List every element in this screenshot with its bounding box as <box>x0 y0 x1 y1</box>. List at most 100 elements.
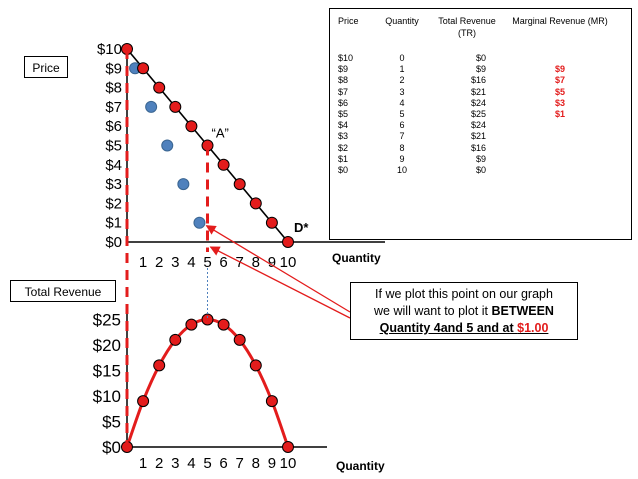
y-tick-label: $8 <box>105 80 122 97</box>
cell-marginal-revenue: $7 <box>554 75 565 86</box>
demand-label: D* <box>294 220 309 235</box>
total-revenue-value: $21 <box>470 131 486 142</box>
note-callout: If we plot this point on our graph we wi… <box>350 282 578 340</box>
total-revenue-value: $0 <box>475 53 486 63</box>
table-row: $9 1 $9 $9 <box>334 64 614 75</box>
y-tick-label: $10 <box>97 41 122 58</box>
table-row: $2 8 $16 <box>334 143 614 154</box>
total-revenue-value: $21 <box>470 86 486 97</box>
total-revenue-point <box>233 333 246 346</box>
tr-x-tick-label: 8 <box>252 455 260 472</box>
cell-price: $9 <box>338 64 349 75</box>
marginal-revenue-point <box>145 100 158 113</box>
cell-total-revenue: $0 <box>428 165 506 176</box>
table-row: $7 3 $21 $5 <box>334 87 614 98</box>
cell-total-revenue: $9 <box>428 154 506 165</box>
cell-total-revenue: $9 <box>428 64 506 75</box>
note-line-2-text: we will want to plot it <box>374 304 492 318</box>
cell-marginal-revenue: $9 <box>554 64 565 75</box>
demand-point <box>185 120 198 133</box>
revenue-table: Price Quantity Total Revenue (TR) Margin… <box>334 15 614 176</box>
tr-y-tick-label: $5 <box>102 413 121 432</box>
marginal-revenue-point <box>177 178 190 191</box>
tr-y-tick-label: $15 <box>93 362 121 381</box>
cell-marginal-revenue <box>506 120 614 131</box>
cell-total-revenue: $21 <box>428 131 506 142</box>
cell-total-revenue: $16 <box>428 75 506 86</box>
total-revenue-point <box>185 318 198 331</box>
tr-x-tick-label: 10 <box>280 455 297 472</box>
header-price: Price <box>338 16 359 26</box>
cell-quantity: 3 <box>399 86 405 97</box>
cell-total-revenue: $0 <box>428 53 506 64</box>
x-tick-label: 9 <box>268 254 276 271</box>
arrow-to-quantity-axis <box>209 246 351 319</box>
demand-point <box>137 62 150 75</box>
x-tick-label: 6 <box>219 254 227 271</box>
arrow-to-mr-point <box>205 225 351 313</box>
point-a-label: “A” <box>212 126 229 141</box>
cell-price: $10 <box>338 53 354 63</box>
cell-price: $6 <box>338 97 349 108</box>
note-between: BETWEEN <box>491 304 554 318</box>
y-tick-label: $1 <box>105 215 122 232</box>
demand-point <box>249 197 262 210</box>
total-revenue-curve <box>125 317 290 448</box>
table-row: $6 4 $24 $3 <box>334 98 614 109</box>
cell-total-revenue: $21 <box>428 87 506 98</box>
total-revenue-point <box>249 359 262 372</box>
cell-quantity: 2 <box>399 75 405 86</box>
cell-price: $2 <box>338 142 349 153</box>
cell-quantity: 7 <box>399 131 405 142</box>
total-revenue-point <box>169 333 182 346</box>
table-row: $5 5 $25 $1 <box>334 109 614 120</box>
total-revenue-point <box>217 318 230 331</box>
demand-point <box>153 81 166 94</box>
tr-y-tick-label: $10 <box>93 387 121 406</box>
y-tick-label: $3 <box>105 176 122 193</box>
total-revenue-value: $24 <box>470 120 486 131</box>
total-revenue-value: $16 <box>470 142 486 153</box>
table-row: $0 10 $0 <box>334 165 614 176</box>
cell-total-revenue: $16 <box>428 143 506 154</box>
cell-marginal-revenue <box>506 131 614 142</box>
header-marginal-revenue: Marginal Revenue (MR) <box>512 16 608 26</box>
tr-x-tick-label: 2 <box>155 455 163 472</box>
x-tick-label: 4 <box>187 254 195 271</box>
tr-x-tick-label: 6 <box>219 455 227 472</box>
table-header-row: Price Quantity Total Revenue (TR) Margin… <box>334 15 614 39</box>
y-tick-label: $9 <box>105 60 122 77</box>
cell-total-revenue: $24 <box>428 120 506 131</box>
total-revenue-point <box>265 395 278 408</box>
tr-x-tick-label: 9 <box>268 455 276 472</box>
cell-marginal-revenue <box>506 53 614 64</box>
cell-price: $0 <box>338 165 349 176</box>
tr-x-tick-label: 4 <box>187 455 195 472</box>
cell-quantity: 0 <box>399 53 405 63</box>
cell-price: $3 <box>338 131 349 142</box>
x-axis-title: Quantity <box>332 251 381 265</box>
cell-price: $8 <box>338 75 349 86</box>
cell-price: $5 <box>338 109 349 120</box>
note-price-highlight: $1.00 <box>517 321 549 335</box>
x-tick-label: 8 <box>252 254 260 271</box>
cell-marginal-revenue <box>506 154 614 165</box>
header-quantity: Quantity <box>385 16 419 26</box>
tr-x-tick-label: 1 <box>139 455 147 472</box>
total-revenue-value: $25 <box>470 109 486 120</box>
y-tick-label: $7 <box>105 99 122 116</box>
demand-point <box>169 100 182 113</box>
cell-quantity: 6 <box>399 120 405 131</box>
demand-point <box>217 158 230 171</box>
y-tick-label: $2 <box>105 195 122 212</box>
cell-quantity: 8 <box>399 142 405 153</box>
demand-point <box>282 236 294 248</box>
table-row: $4 6 $24 <box>334 120 614 131</box>
table-row: $1 9 $9 <box>334 154 614 165</box>
tr-x-tick-label: 7 <box>236 455 244 472</box>
cell-total-revenue: $25 <box>428 109 506 120</box>
cell-total-revenue: $24 <box>428 98 506 109</box>
tr-x-tick-label: 5 <box>203 455 211 472</box>
x-tick-label: 1 <box>139 254 147 271</box>
tr-x-tick-label: 3 <box>171 455 179 472</box>
